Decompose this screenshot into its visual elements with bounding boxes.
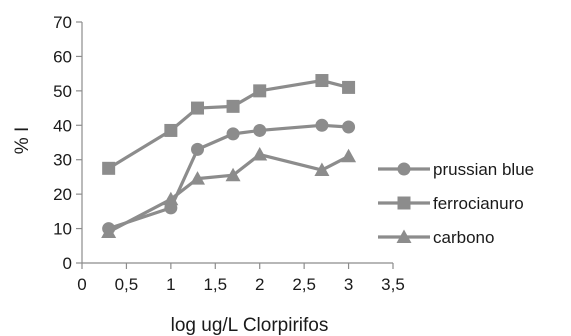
y-tick-label: 10 <box>53 220 72 239</box>
legend-label: prussian blue <box>433 160 534 179</box>
x-tick-label: 2 <box>255 275 264 294</box>
series-ferrocianuro <box>102 74 356 175</box>
data-point <box>253 123 267 137</box>
x-tick-label: 3 <box>344 275 353 294</box>
axes: 0 10 20 30 40 50 60 70 0 0,5 1 1,5 2 2,5 3 3,5 <box>53 13 405 294</box>
legend-marker <box>397 196 411 210</box>
legend-marker <box>396 229 412 243</box>
data-point <box>315 74 329 88</box>
data-point <box>315 118 329 132</box>
data-point <box>191 142 205 156</box>
series-layer <box>101 74 357 239</box>
data-point <box>225 167 241 182</box>
x-tick-label: 0 <box>77 275 86 294</box>
data-point <box>163 191 179 206</box>
y-axis-title: % I <box>12 127 33 154</box>
y-tick-label: 50 <box>53 82 72 101</box>
legend: prussian blue ferrocianuro carbono <box>378 160 534 247</box>
data-point <box>226 99 240 113</box>
legend-label: carbono <box>433 228 494 247</box>
legend-label: ferrocianuro <box>433 194 524 213</box>
y-tick-label: 0 <box>63 254 72 273</box>
data-point <box>253 84 267 98</box>
data-point <box>342 120 356 134</box>
series-line <box>107 78 349 170</box>
x-tick-label: 1,5 <box>203 275 227 294</box>
data-point <box>314 162 330 177</box>
data-point <box>342 80 356 94</box>
y-tick-label: 20 <box>53 185 72 204</box>
data-point <box>226 127 240 141</box>
data-point <box>102 161 116 175</box>
legend-marker <box>397 162 411 176</box>
x-tick-label: 3,5 <box>381 275 405 294</box>
legend-entry: prussian blue <box>378 160 534 179</box>
y-tick-label: 30 <box>53 151 72 170</box>
y-tick-label: 40 <box>53 116 72 135</box>
data-point <box>191 101 205 115</box>
legend-entry: ferrocianuro <box>378 194 524 213</box>
x-axis-title: log ug/L Clorpirifos <box>171 315 329 336</box>
x-tick-label: 1 <box>166 275 175 294</box>
legend-entry: carbono <box>378 228 494 247</box>
x-tick-label: 0,5 <box>115 275 139 294</box>
data-point <box>252 147 268 161</box>
x-tick-label: 2,5 <box>292 275 316 294</box>
y-tick-label: 70 <box>53 13 72 32</box>
series-prussian-blue <box>102 118 356 236</box>
y-tick-label: 60 <box>53 47 72 66</box>
series-carbono <box>101 147 357 239</box>
data-point <box>101 224 117 239</box>
data-point <box>341 148 357 163</box>
series-line <box>107 152 350 234</box>
data-point <box>164 123 178 137</box>
data-point <box>190 171 206 185</box>
